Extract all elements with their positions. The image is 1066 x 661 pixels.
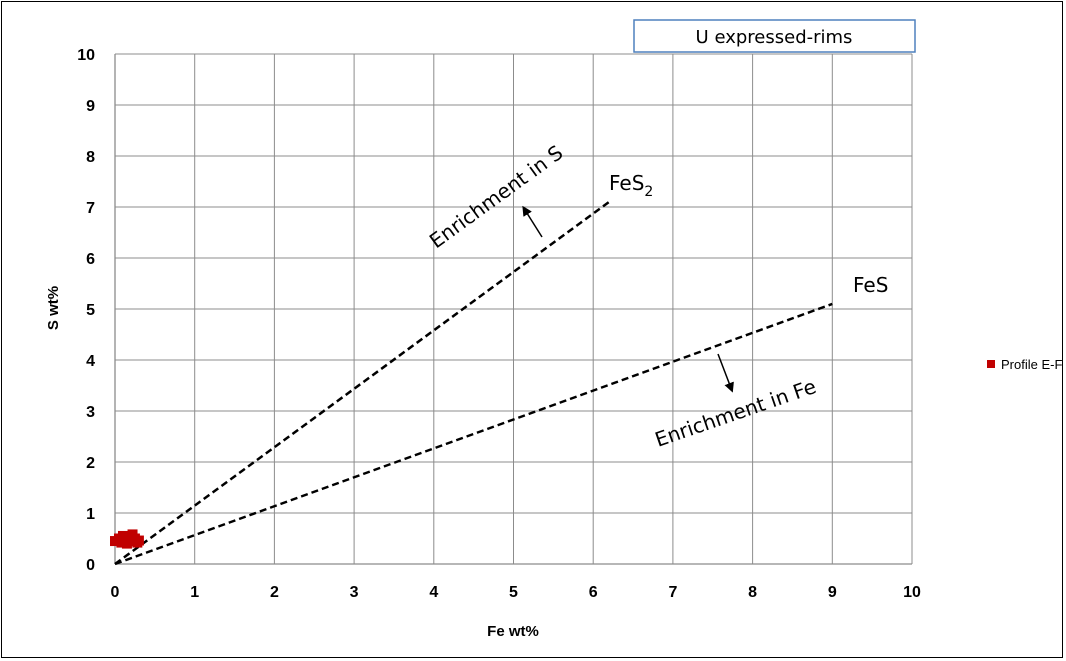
y-tick-label: 4 (86, 353, 95, 370)
x-tick-label: 9 (828, 584, 837, 601)
x-tick-label: 5 (509, 584, 518, 601)
data-point (133, 535, 144, 546)
x-tick-label: 2 (270, 584, 279, 601)
x-tick-label: 3 (350, 584, 359, 601)
x-tick-label: 7 (668, 584, 677, 601)
x-tick-label: 6 (589, 584, 598, 601)
enrichment-in-fe-label: Enrichment in Fe (652, 374, 819, 452)
legend-label-profile-ef: Profile E-F (1001, 357, 1062, 372)
y-tick-label: 5 (86, 302, 95, 319)
y-tick-label: 9 (86, 98, 95, 115)
y-tick-label: 3 (86, 404, 95, 421)
enrichment-s-arrow (522, 205, 543, 238)
y-tick-label: 2 (86, 455, 95, 472)
enrichment-in-s-label: Enrichment in S (425, 140, 568, 253)
x-tick-labels: 0 1 2 3 4 5 6 7 8 9 10 (111, 584, 921, 601)
fes2-label: FeS2 (609, 171, 653, 200)
reference-lines (114, 200, 833, 566)
fes-label: FeS (853, 273, 888, 297)
x-axis-label: Fe wt% (487, 623, 539, 640)
y-tick-label: 10 (77, 47, 95, 64)
y-tick-label: 7 (86, 200, 95, 217)
x-tick-label: 0 (111, 584, 120, 601)
y-tick-label: 0 (86, 557, 95, 574)
x-tick-label: 4 (429, 584, 438, 601)
y-axis-label: S wt% (45, 286, 62, 330)
x-tick-label: 10 (903, 584, 921, 601)
fes2-reference-line (114, 200, 610, 566)
y-tick-label: 6 (86, 251, 95, 268)
y-tick-labels: 0 1 2 3 4 5 6 7 8 9 10 (77, 47, 95, 574)
chart-title-box (633, 19, 916, 53)
enrichment-fe-arrow (717, 353, 734, 393)
x-tick-label: 8 (748, 584, 757, 601)
y-tick-label: 8 (86, 149, 95, 166)
data-points (110, 529, 144, 549)
gridlines (114, 53, 913, 565)
chart-title: U expressed-rims (696, 27, 853, 48)
x-tick-label: 1 (190, 584, 199, 601)
legend-marker-profile-ef (987, 360, 995, 368)
y-tick-label: 1 (86, 506, 95, 523)
fes-reference-line (114, 302, 833, 566)
